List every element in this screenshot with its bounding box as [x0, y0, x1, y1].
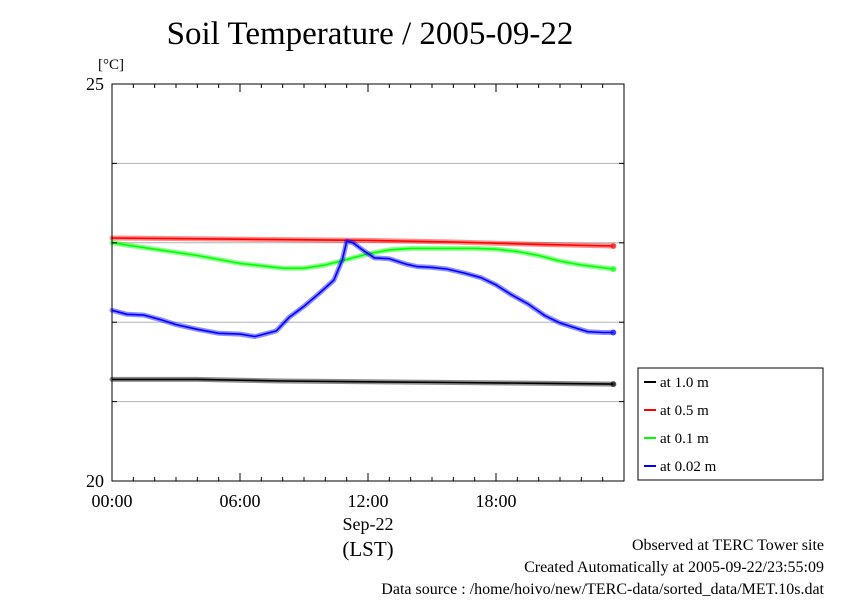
legend-box — [637, 367, 824, 481]
x-date-label: Sep-22 — [343, 514, 394, 534]
x-tick-label: 12:00 — [347, 491, 388, 511]
y-tick-label: 20 — [86, 471, 104, 491]
legend-label-0: at 1.0 m — [660, 375, 709, 391]
x-tick-label: 18:00 — [475, 491, 516, 511]
series-end-point-2 — [610, 266, 617, 273]
series-lines — [109, 235, 617, 388]
series-end-point-0 — [610, 381, 617, 388]
legend: at 1.0 m at 0.5 m at 0.1 m at 0.02 m — [637, 367, 824, 481]
created-timestamp-note: Created Automatically at 2005-09-22/23:5… — [524, 559, 824, 576]
data-source-note: Data source : /home/hoivo/new/TERC-data/… — [381, 581, 824, 598]
y-axis-unit-label: [°C] — [98, 57, 124, 73]
axis-ticks — [111, 83, 625, 482]
series-line-0 — [112, 378, 614, 385]
gridlines — [112, 162, 624, 403]
legend-label-1: at 0.5 m — [660, 403, 709, 419]
x-unit-label: (LST) — [342, 537, 393, 561]
chart-title: Soil Temperature / 2005-09-22 — [166, 16, 574, 52]
axis-labels: 20 25[°C] 00:00 06:00 12:00 18:00 Sep-22 (LST) — [86, 57, 517, 561]
series-line-2 — [111, 242, 614, 270]
series-line-1 — [111, 237, 614, 247]
series-end-point-1 — [610, 242, 617, 249]
series-line-3 — [111, 240, 614, 338]
legend-label-3: at 0.02 m — [660, 459, 717, 475]
legend-label-2: at 0.1 m — [660, 431, 709, 447]
plot-frame — [111, 83, 625, 482]
observed-site-note: Observed at TERC Tower site — [631, 537, 824, 554]
x-tick-label: 06:00 — [219, 491, 260, 511]
y-tick-label: 25 — [86, 74, 104, 94]
series-end-point-3 — [610, 329, 617, 336]
x-tick-label: 00:00 — [91, 491, 132, 511]
